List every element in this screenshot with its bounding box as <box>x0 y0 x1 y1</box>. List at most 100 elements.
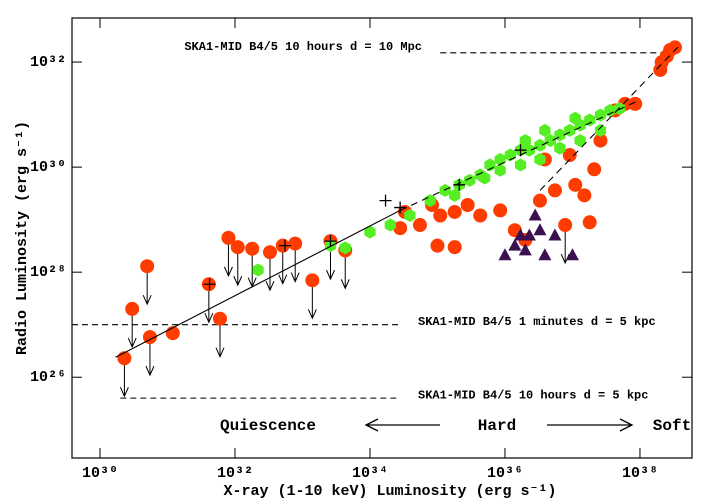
point <box>594 108 607 122</box>
x-axis-label: X-ray (1-10 keV) Luminosity (erg s⁻¹) <box>223 483 556 500</box>
point <box>460 198 475 213</box>
y-tick-label: 10³⁰ <box>30 159 66 176</box>
y-tick-label: 10²⁸ <box>30 264 66 281</box>
point <box>514 158 527 172</box>
point <box>494 163 506 177</box>
point <box>364 225 376 239</box>
regime-label: Hard <box>478 417 516 435</box>
point <box>230 240 245 255</box>
sensitivity-label: SKA1-MID B4/5 10 hours d = 10 Mpc <box>184 40 422 54</box>
point <box>562 148 577 163</box>
point <box>412 218 427 233</box>
fit-line <box>115 209 401 358</box>
point <box>653 62 668 77</box>
point <box>532 193 547 208</box>
point <box>142 330 157 345</box>
point <box>473 208 488 223</box>
point <box>394 201 407 214</box>
plot-frame <box>71 17 693 459</box>
point <box>203 278 216 291</box>
point <box>324 235 337 248</box>
point <box>464 173 476 187</box>
point <box>433 208 448 223</box>
point <box>569 111 581 125</box>
point <box>565 248 579 261</box>
regime-arrows <box>364 418 634 432</box>
point <box>449 188 461 202</box>
point <box>518 243 532 256</box>
point <box>533 223 547 236</box>
point <box>558 218 573 233</box>
point <box>582 215 597 230</box>
regime-label: Quiescence <box>220 417 316 435</box>
point <box>508 238 522 251</box>
point <box>498 248 512 261</box>
point <box>384 218 396 232</box>
point <box>447 204 462 219</box>
point <box>117 351 132 366</box>
x-tick-label: 10³² <box>217 465 253 482</box>
point <box>528 208 542 221</box>
point <box>523 143 535 157</box>
point <box>305 273 320 288</box>
point <box>577 188 592 203</box>
x-tick-label: 10³⁸ <box>622 465 658 482</box>
point <box>534 138 546 152</box>
x-tick-label: 10³⁴ <box>352 465 388 482</box>
point <box>213 311 228 326</box>
point <box>379 194 392 207</box>
point <box>125 301 140 316</box>
point <box>245 241 260 256</box>
point <box>140 259 155 274</box>
point <box>339 241 351 255</box>
point <box>522 228 536 241</box>
regime-label: Soft <box>653 417 691 435</box>
arrow-right <box>547 418 634 432</box>
point <box>604 103 616 117</box>
point <box>514 144 527 157</box>
point <box>288 236 303 251</box>
point <box>439 183 451 197</box>
point <box>252 263 264 277</box>
y-axis-label: Radio Luminosity (erg s⁻¹) <box>14 121 31 355</box>
y-tick-label: 10²⁶ <box>30 369 66 386</box>
point <box>628 96 643 111</box>
point <box>404 209 416 222</box>
sensitivity-label: SKA1-MID B4/5 1 minutes d = 5 kpc <box>418 315 656 329</box>
y-tick-label: 10³² <box>30 54 66 71</box>
point <box>278 239 291 252</box>
fit-line <box>399 99 641 211</box>
point <box>221 230 236 245</box>
point <box>393 221 408 236</box>
point <box>548 228 562 241</box>
sensitivity-label: SKA1-MID B4/5 10 hours d = 5 kpc <box>418 388 648 402</box>
point <box>262 245 277 260</box>
point <box>514 228 528 241</box>
point <box>519 134 531 148</box>
point <box>574 134 586 148</box>
fit-line <box>539 44 681 191</box>
x-tick-label: 10³⁶ <box>487 465 523 482</box>
point <box>568 177 583 192</box>
point <box>493 203 508 218</box>
point <box>430 238 445 253</box>
point <box>547 183 562 198</box>
point <box>614 102 626 116</box>
point <box>534 152 546 166</box>
point <box>544 134 556 148</box>
point <box>584 113 596 127</box>
point <box>667 40 682 55</box>
point <box>564 123 576 137</box>
point <box>594 123 607 137</box>
point <box>538 248 552 261</box>
point <box>447 240 462 255</box>
point <box>593 133 608 148</box>
point <box>587 162 602 177</box>
point <box>479 171 491 185</box>
x-tick-label: 10³⁰ <box>82 465 118 482</box>
point <box>554 141 566 155</box>
arrow-left <box>364 418 440 432</box>
point <box>539 123 551 137</box>
